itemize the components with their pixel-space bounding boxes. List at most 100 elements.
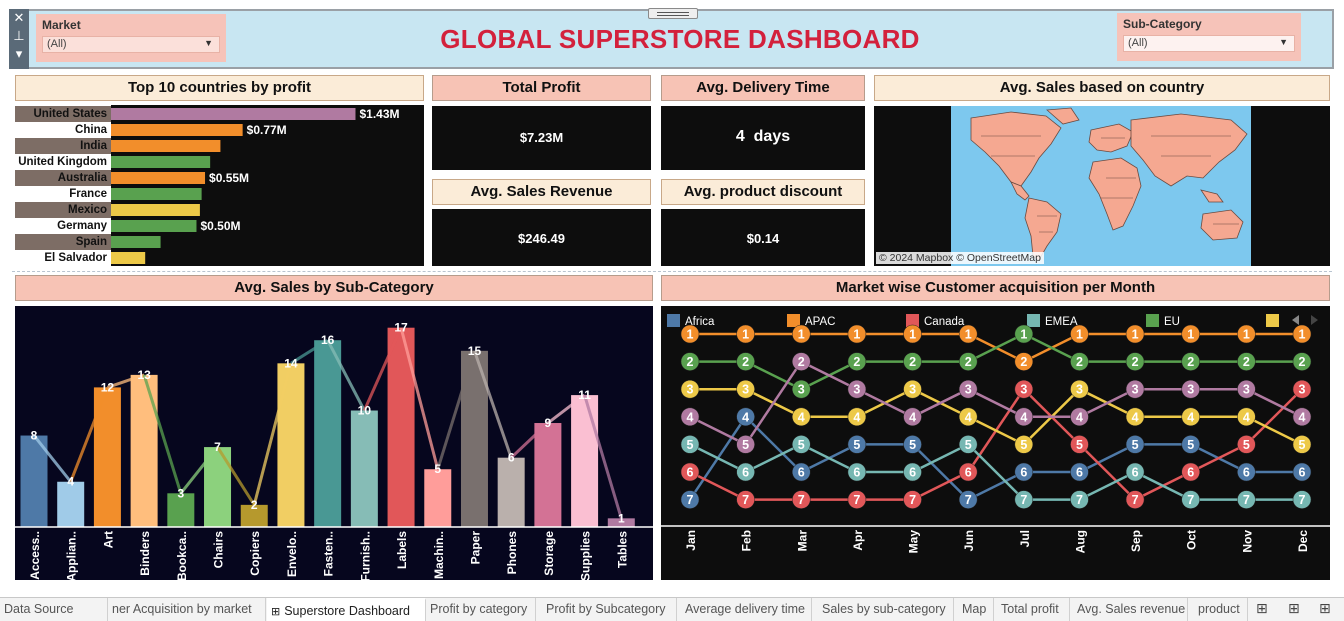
point-emea-oct [1181,490,1200,509]
point-label-canada-sep: 7 [1132,493,1139,507]
trend-segment [290,338,329,365]
tab-average-delivery-time[interactable]: Average delivery time [681,598,812,621]
point-emea-mar [792,435,811,454]
point-label-series-6-dec: 5 [1299,438,1306,452]
tab-label: Average delivery time [685,602,805,616]
drag-handle[interactable] [648,8,698,19]
point-label-canada-jul: 3 [1020,383,1027,397]
x-tick-furnish: Furnish.. [358,531,372,580]
tab-profit-by-subcategory[interactable]: Profit by Subcategory [542,598,677,621]
point-series-7-jan [680,407,700,427]
bar-storage [534,423,562,527]
point-label-series-7-jan: 4 [687,410,694,424]
x-tick-copiers: Copiers [248,531,262,576]
point-label-africa-jul: 6 [1020,466,1027,480]
tab-label: Profit by category [430,602,528,616]
point-label-canada-aug: 5 [1076,438,1083,452]
new-story-icon[interactable]: ⊞ [1319,600,1331,616]
point-label-apac-oct: 1 [1187,328,1194,342]
tab-profit-by-category[interactable]: Profit by category [426,598,536,621]
point-label-emea-oct: 7 [1187,493,1194,507]
point-emea-apr [847,462,867,482]
subcategory-filter-select[interactable]: (All) ▼ [1123,35,1295,52]
bar-machin [424,469,452,527]
tab-sales-by-sub-category[interactable]: Sales by sub-category [818,598,954,621]
point-label-apac-may: 1 [909,328,916,342]
trend-segment [326,339,366,412]
tab-ner-acquisition-by-market[interactable]: ner Acquisition by market [108,598,266,621]
x-tick-feb: Feb [740,530,754,551]
new-dashboard-icon[interactable]: ⊞ [1288,600,1300,616]
close-icon[interactable]: ✕ [13,10,25,25]
series-line-series-7 [689,359,1303,447]
bar-binders [130,374,158,527]
point-label-series-7-mar: 2 [798,355,805,369]
subcategory-filter-label: Sub-Category [1123,17,1202,31]
bar-applian [57,481,85,527]
tab-total-profit[interactable]: Total profit [997,598,1070,621]
market-filter-select[interactable]: (All) ▼ [42,36,220,53]
point-label-eu-mar: 3 [798,383,805,397]
x-tick-fasten: Fasten.. [322,531,336,576]
world-map[interactable]: © 2024 Mapbox © OpenStreetMap [874,106,1330,266]
bar-france [111,188,202,200]
point-emea-feb [736,462,755,482]
point-label-apac-dec: 1 [1299,328,1306,342]
point-label-eu-oct: 2 [1187,355,1194,369]
point-canada-sep [1125,490,1145,509]
point-label-series-6-jul: 5 [1020,438,1027,452]
delivery-time-value: 4 days [735,128,791,145]
x-tick-storage: Storage [542,531,556,576]
data-label-germany: $0.50M [200,219,240,233]
discount-card: $0.14 [661,209,865,266]
point-series-6-feb [736,379,755,399]
top10-title: Top 10 countries by profit [15,75,424,101]
point-label-africa-oct: 5 [1187,438,1194,452]
value-label-labels: 17 [394,321,408,335]
value-label-envelo: 14 [284,356,298,370]
trend-segment [142,374,183,494]
pin-icon[interactable]: ⊥ [13,28,25,43]
floating-toolbar: ✕ ⊥ ▾ [9,9,29,69]
point-label-apac-jul: 2 [1020,355,1027,369]
subcategory-filter: Sub-Category (All) ▼ [1117,13,1301,61]
point-label-canada-oct: 6 [1187,466,1194,480]
point-label-apac-jan: 1 [687,328,694,342]
tab-label: Superstore Dashboard [284,604,410,618]
new-worksheet-icon[interactable]: ⊞ [1256,600,1268,616]
point-label-apac-mar: 1 [798,328,805,342]
point-apac-jan [680,324,700,344]
point-apac-jul [1014,352,1034,371]
tab-superstore-dashboard[interactable]: ⊞ Superstore Dashboard [267,598,426,621]
point-label-canada-jun: 6 [965,466,972,480]
bar-spain [111,236,161,248]
point-label-canada-jan: 6 [687,466,694,480]
point-africa-aug [1070,462,1089,482]
delivery-time-card: 4 days [661,106,865,170]
point-eu-feb [736,352,755,371]
discount-value: $0.14 [746,231,780,246]
country-label-el-salvador: El Salvador [44,252,107,264]
point-label-emea-nov: 7 [1243,493,1250,507]
point-label-series-7-jul: 4 [1020,410,1027,424]
top10-chart: $1.43M $0.77M $0.55M $0.50M [111,107,400,264]
value-label-supplies: 11 [578,388,591,402]
tab-label: Data Source [4,602,74,616]
point-series-7-jul [1014,407,1034,427]
point-label-africa-dec: 6 [1299,466,1306,480]
tab-product[interactable]: product [1194,598,1248,621]
point-label-series-6-feb: 3 [742,383,749,397]
bar-china [111,124,243,136]
x-tick-apr: Apr [851,530,865,551]
point-label-eu-jun: 2 [965,355,972,369]
tab-map[interactable]: Map [958,598,994,621]
point-eu-jun [958,352,978,371]
point-label-series-6-may: 3 [909,383,916,397]
tab-data-source[interactable]: Data Source [0,598,108,621]
country-label-germany: Germany [57,220,107,232]
point-series-6-mar [792,407,811,427]
point-label-africa-apr: 5 [853,438,860,452]
point-emea-may [903,462,922,482]
tab-avg-sales-revenue[interactable]: Avg. Sales revenue [1073,598,1188,621]
more-options-icon[interactable]: ▾ [15,46,23,61]
